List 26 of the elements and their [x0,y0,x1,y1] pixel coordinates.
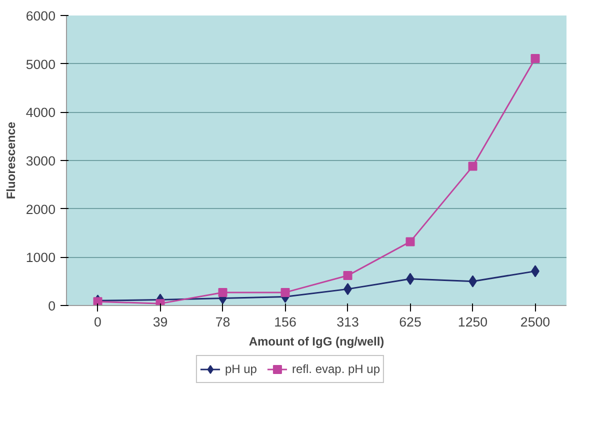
x-tick-label: 313 [336,314,359,330]
legend-label: pH up [224,362,257,376]
point [218,288,228,297]
x-axis-title: Amount of IgG (ng/well) [248,334,384,348]
x-tick-label: 1250 [458,314,488,330]
x-tick-label: 2500 [520,314,550,330]
y-tick-label: 6000 [26,8,56,24]
point [406,237,415,246]
y-tick-label: 3000 [26,154,56,168]
x-tick-label: 156 [274,314,296,330]
y-tick-label: 4000 [26,105,56,120]
y-tick-label: 2000 [26,202,56,217]
y-tick-label: 1000 [26,250,56,266]
x-tick-label: 78 [215,314,230,330]
x-tick-label: 39 [152,314,168,330]
y-axis-title: Fluorescence [4,121,18,200]
point [343,271,352,280]
point [93,297,102,306]
x-tick-label: 0 [94,314,102,330]
x-tick-label: 625 [399,314,422,330]
point [468,162,478,171]
y-tick-label: 5000 [26,56,56,72]
point [530,54,540,64]
y-tick-label: 0 [48,298,56,314]
legend-label: refl. evap. pH up [292,362,380,376]
point [280,288,290,297]
